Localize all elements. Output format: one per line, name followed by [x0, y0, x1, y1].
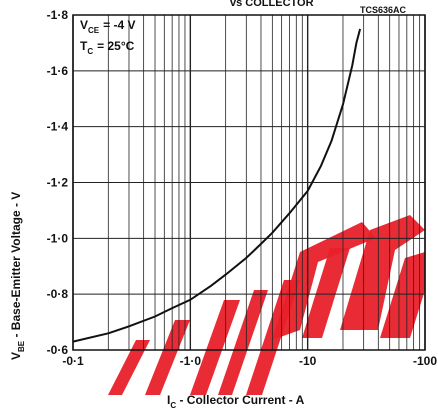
- x-axis-label-text: - Collector Current - A: [176, 393, 305, 407]
- watermark-stripe-8: [108, 340, 150, 395]
- watermark-stripe-4: [302, 248, 350, 338]
- y-tick-label: -0·6: [47, 343, 69, 357]
- watermark-stripe-0: [190, 300, 240, 395]
- series-line-vbe: [72, 28, 362, 343]
- figure-code: TCS636AC: [360, 5, 407, 15]
- annotation-tc-subscript: C: [87, 47, 93, 56]
- y-axis-label: VBE - Base-Emitter Voltage - V: [9, 192, 26, 360]
- y-tick-label: -1·6: [47, 64, 69, 78]
- annotation-vce-symbol: V: [80, 18, 88, 32]
- y-tick-label: -1·2: [47, 176, 69, 190]
- x-axis-label: IC - Collector Current - A: [167, 393, 305, 410]
- x-tick-label: -100: [413, 354, 437, 368]
- y-tick-label: -1·8: [47, 8, 69, 22]
- watermark-stripe-5: [340, 215, 425, 330]
- annotation-vce-value: = -4 V: [103, 18, 135, 32]
- x-tick-label: -0·1: [62, 354, 84, 368]
- y-axis-label-symbol: V: [9, 352, 23, 360]
- plot-frame: [72, 14, 426, 351]
- annotation-vce-subscript: CE: [88, 26, 100, 35]
- x-tick-label: -10: [299, 354, 317, 368]
- watermark-stripe-1: [218, 290, 268, 395]
- annotation-tc-value: = 25°C: [97, 39, 134, 53]
- watermark-logo: [108, 215, 425, 395]
- x-axis-label-symbol: I: [167, 393, 170, 407]
- x-axis-label-subscript: C: [170, 401, 176, 410]
- y-axis-label-text: - Base-Emitter Voltage - V: [9, 192, 23, 341]
- y-tick-label: -1·4: [47, 120, 69, 134]
- annotation-tc-symbol: T: [80, 39, 88, 53]
- svg-text:TC= 25°C: TC = 25°C: [80, 39, 135, 56]
- y-tick-label: -1·0: [47, 231, 69, 245]
- x-tick-label: -1·0: [180, 354, 202, 368]
- condition-annotation: VCE = -4 V TC = 25°C: [80, 18, 136, 56]
- tick-labels: -0·6 -0·8 -1·0 -1·2 -1·4 -1·6 -1·8 -0·1 -1·0 -10 -…: [47, 8, 438, 368]
- watermark-stripe-3: [272, 222, 376, 340]
- chart-title-fragment: vs COLLECTOR: [230, 0, 314, 9]
- y-axis-label-subscript: BE: [17, 340, 26, 352]
- y-tick-label: -0·8: [47, 287, 69, 301]
- chart-grid: [72, 14, 426, 351]
- svg-text:VCE= -4 V: VCE = -4 V: [80, 18, 136, 35]
